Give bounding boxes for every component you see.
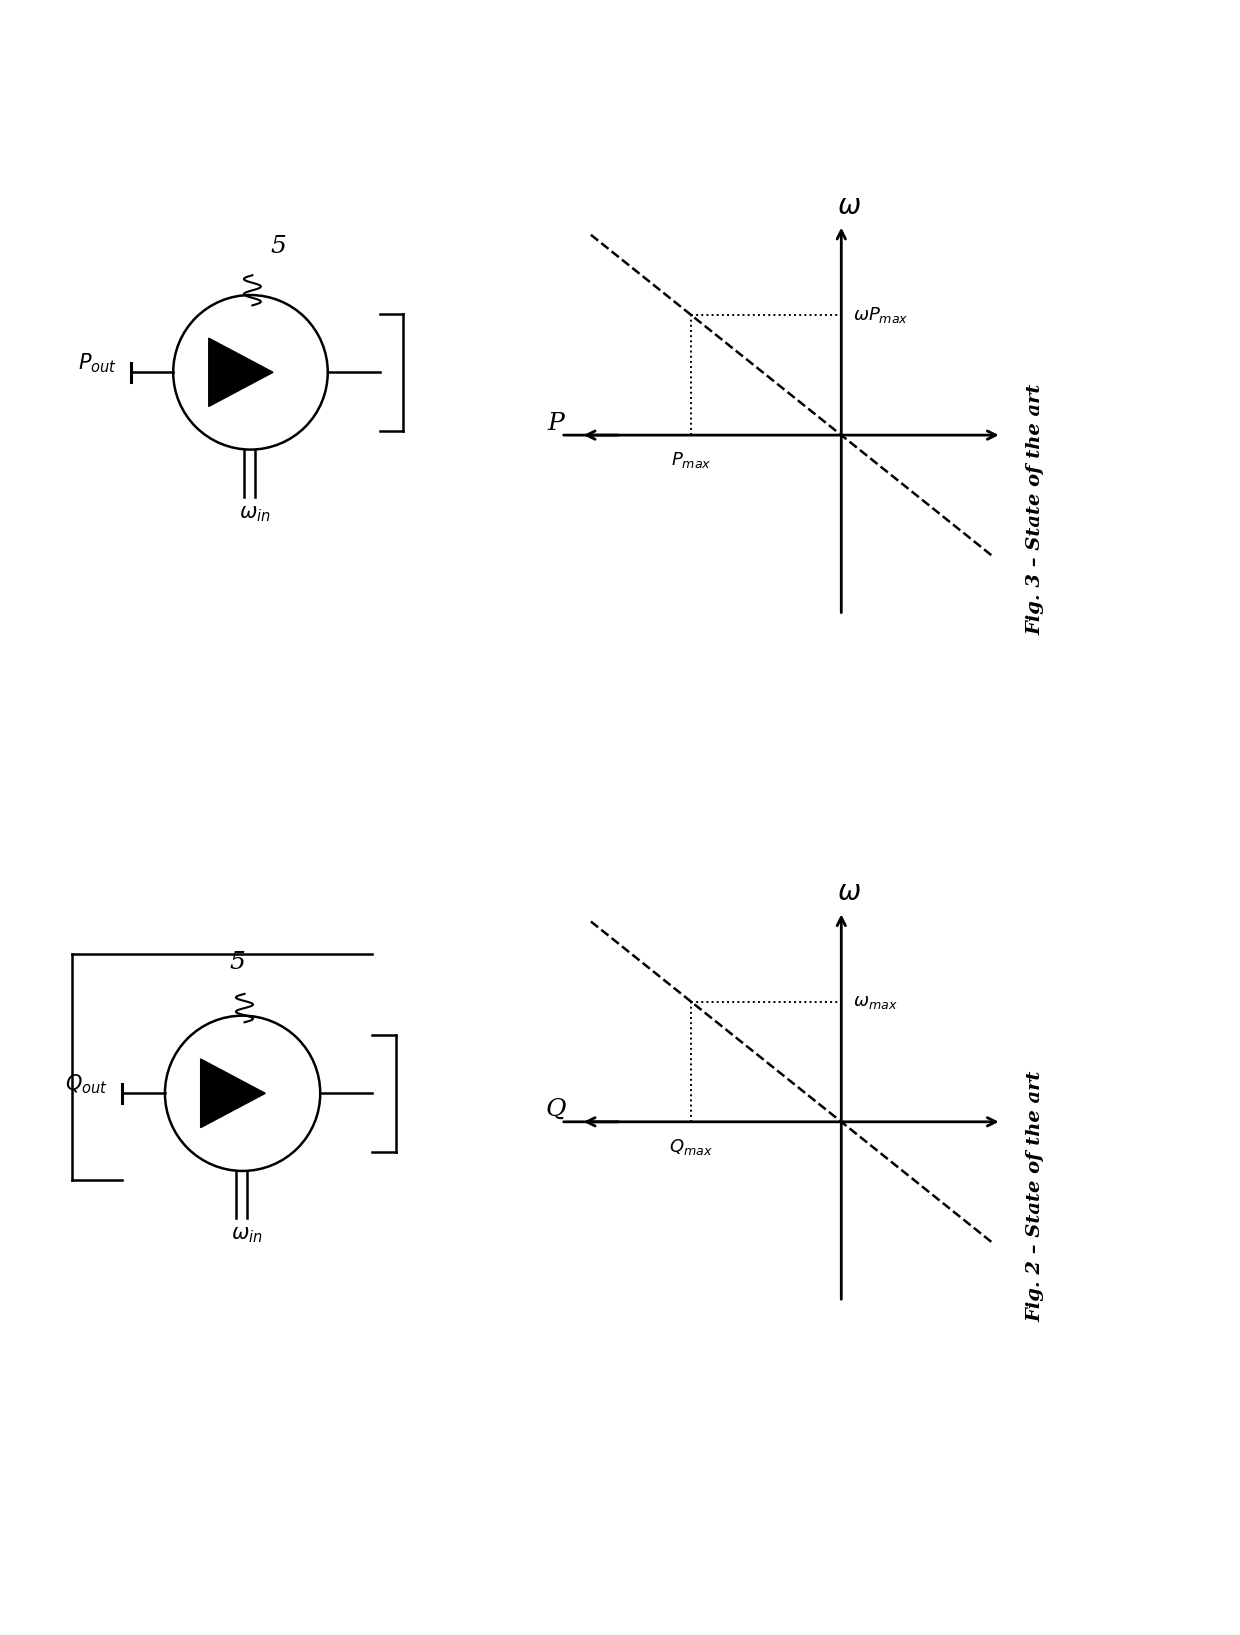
Text: 5: 5 <box>270 234 286 258</box>
Polygon shape <box>208 338 273 407</box>
Text: $\omega_{in}$: $\omega_{in}$ <box>232 1226 263 1246</box>
Text: Fig. 3 – State of the art: Fig. 3 – State of the art <box>1027 384 1044 636</box>
Text: Fig. 2 – State of the art: Fig. 2 – State of the art <box>1027 1071 1044 1323</box>
Text: $\omega_{in}$: $\omega_{in}$ <box>239 504 272 523</box>
Text: 5: 5 <box>229 952 246 974</box>
Text: Q: Q <box>546 1099 567 1122</box>
Text: $Q_{out}$: $Q_{out}$ <box>66 1073 108 1095</box>
Text: $P_{out}$: $P_{out}$ <box>78 352 117 374</box>
Text: P: P <box>547 412 564 435</box>
Text: $\omega$: $\omega$ <box>837 880 862 906</box>
Text: $\omega P_{max}$: $\omega P_{max}$ <box>853 306 909 325</box>
Text: $\omega$: $\omega$ <box>837 193 862 219</box>
Text: $P_{max}$: $P_{max}$ <box>671 450 712 471</box>
Text: $\omega_{max}$: $\omega_{max}$ <box>853 992 898 1010</box>
Polygon shape <box>201 1059 265 1128</box>
Text: $Q_{max}$: $Q_{max}$ <box>670 1136 713 1158</box>
